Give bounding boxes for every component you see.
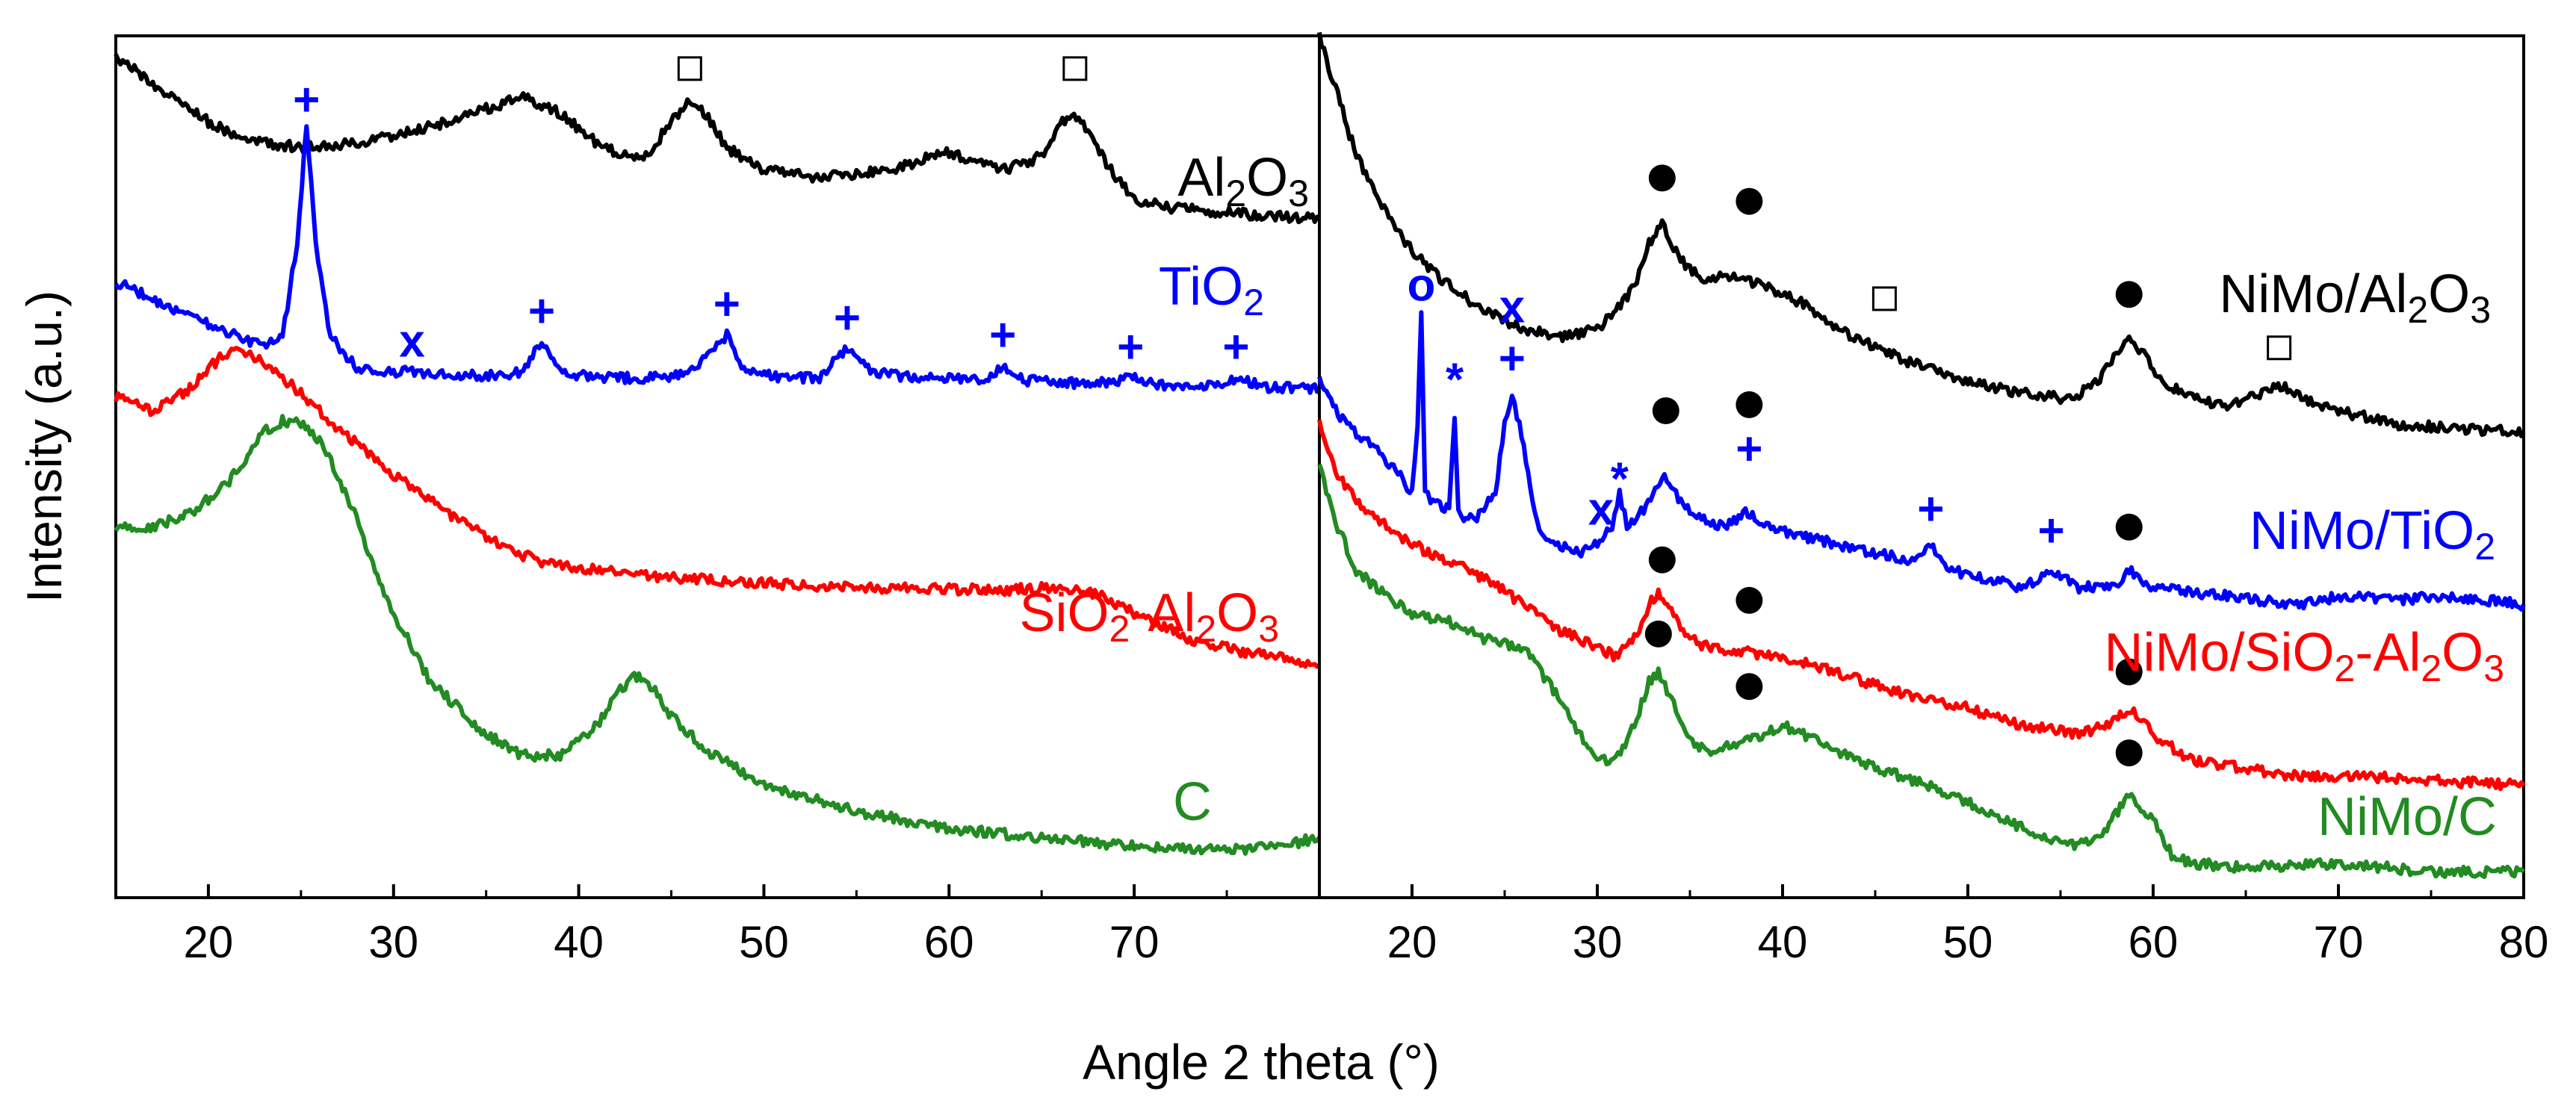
phase-marker-plus: + [713,279,740,330]
phase-marker-star: * [1446,355,1464,406]
series-nimo-tio2: o*x+x*++ + NiMo/TiO2 [1317,260,2526,612]
x-tick-label: 80 [2499,917,2549,967]
phase-marker-x: x [399,316,425,367]
phase-marker-nimo [1648,164,1676,192]
phase-marker-plus: + [528,285,555,337]
x-tick-label: 70 [2314,917,2364,967]
series-line [114,124,1322,395]
series-label: Al2O3 [1177,148,1309,214]
phase-marker-plus: + [293,75,320,126]
series-label: NiMo/Al2O3 [2219,264,2491,331]
phase-marker-nimo [1652,397,1679,424]
phase-marker-x: x [1588,484,1614,535]
series-line [1317,419,2526,792]
x-tick-label: 40 [1758,917,1808,967]
series-line [1317,463,2526,879]
series-sio2-al2o3: SiO2-Al2O3 [114,346,1321,669]
phase-marker-alumina [1871,286,1897,311]
phase-marker-plus: + [1222,322,1249,373]
x-tick-label: 70 [1109,917,1159,967]
phase-marker-plus: + [1117,322,1144,373]
phase-marker-nimo [1644,620,1672,647]
panel-frame-supports [114,34,1321,899]
phase-marker-plus: + [1917,484,1944,535]
phase-marker-nimo [2115,658,2143,686]
series-label: NiMo/SiO2-Al2O3 [2105,623,2505,689]
phase-marker-alumina [1062,56,1088,81]
x-tick-label: 20 [184,917,234,967]
phase-marker-nimo [1736,586,1763,614]
series-c: C [114,414,1322,856]
series-nimo-c: NiMo/C [1317,463,2526,879]
series-tio2: +x+ + + + + +TiO2 [114,75,1322,395]
series-nimo-al2o3: NiMo/Al2O3 [1317,31,2526,438]
series-nimo-sio2-al2o3: NiMo/SiO2-Al2O3 [1317,419,2526,792]
series-line [1317,31,2526,438]
phase-marker-plus: + [834,293,861,344]
series-line [1317,310,2526,612]
phase-marker-plus: + [1736,423,1762,475]
series-label: SiO2-Al2O3 [1020,583,1279,650]
phase-marker-nimo [1736,187,1763,215]
phase-marker-plus: + [1499,333,1526,385]
x-tick-label: 60 [2128,917,2179,967]
phase-marker-alumina [2267,335,2292,361]
x-tick-label: 50 [739,917,789,967]
phase-marker-nimo [2115,513,2143,541]
phase-marker-nimo [2115,739,2143,767]
phase-marker-o: o [1407,260,1435,311]
series-line [114,53,1321,225]
series-label: NiMo/C [2318,787,2497,847]
phase-marker-alumina [677,56,702,81]
phase-marker-x: x [1499,282,1526,333]
phase-marker-plus: + [989,310,1016,361]
x-tick-label: 30 [1573,917,1623,967]
x-tick-label: 50 [1943,917,1993,967]
series-al2o3: Al2O3 [114,53,1321,225]
phase-marker-nimo [2115,281,2143,308]
phase-marker-nimo [1736,673,1763,701]
phase-marker-star: * [1611,453,1629,505]
x-tick-label: 30 [368,917,418,967]
series-line [114,346,1321,669]
phase-marker-nimo [1736,391,1763,418]
phase-marker-plus: + [2037,506,2064,557]
phase-marker-nimo [1648,546,1676,574]
x-tick-label: 20 [1387,917,1437,967]
y-axis-title: Intensity (a.u.) [16,291,72,603]
x-axis-title: Angle 2 theta (°) [1083,1034,1440,1090]
series-line [114,414,1322,856]
series-label: NiMo/TiO2 [2250,501,2495,568]
x-tick-label: 40 [554,917,604,967]
series-label: TiO2 [1159,257,1264,323]
series-label: C [1173,772,1212,832]
x-tick-label: 60 [924,917,974,967]
